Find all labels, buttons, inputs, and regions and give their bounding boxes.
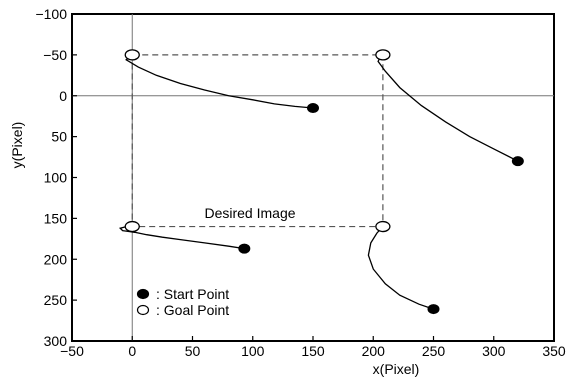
start-point-3: [238, 243, 251, 254]
x-tick-label: 200: [362, 343, 386, 359]
y-axis-title: y(Pixel): [9, 122, 25, 169]
legend-marker-goal: [136, 304, 150, 316]
goal-point-4: [375, 220, 391, 233]
x-tick-label: 350: [542, 343, 566, 359]
start-point-4: [427, 304, 440, 315]
x-tick-label: 150: [301, 343, 325, 359]
y-tick-label: 300: [44, 333, 68, 349]
x-tick-label: −50: [60, 343, 84, 359]
y-tick-label: 0: [59, 88, 67, 104]
legend-label-goal: : Goal Point: [156, 302, 229, 318]
x-tick-label: 250: [422, 343, 446, 359]
trajectory-3: [118, 225, 245, 250]
x-tick-label: 50: [185, 343, 201, 359]
desired-image-label: Desired Image: [204, 205, 295, 221]
y-tick-label: 200: [44, 251, 68, 267]
y-tick-label: 150: [44, 210, 68, 226]
trajectory-2: [377, 54, 519, 162]
y-tick-label: 100: [44, 170, 68, 186]
x-tick-label: 100: [241, 343, 265, 359]
goal-point-2: [375, 49, 391, 61]
start-point-2: [511, 156, 524, 167]
y-tick-label: 50: [51, 129, 67, 145]
y-tick-label: −100: [35, 6, 67, 22]
legend-marker-start: [136, 288, 150, 300]
x-tick-label: 0: [128, 343, 136, 359]
goal-point-1: [124, 49, 140, 61]
desired-image-outline: [131, 54, 384, 228]
x-axis-title: x(Pixel): [373, 361, 420, 377]
trajectory-4: [367, 226, 434, 310]
legend-label-start: : Start Point: [156, 286, 229, 302]
y-tick-label: −50: [43, 47, 67, 63]
start-point-1: [307, 103, 319, 114]
trajectory-1: [125, 54, 314, 109]
y-tick-label: 250: [44, 292, 68, 308]
goal-point-3: [124, 220, 140, 233]
x-tick-label: 300: [482, 343, 506, 359]
